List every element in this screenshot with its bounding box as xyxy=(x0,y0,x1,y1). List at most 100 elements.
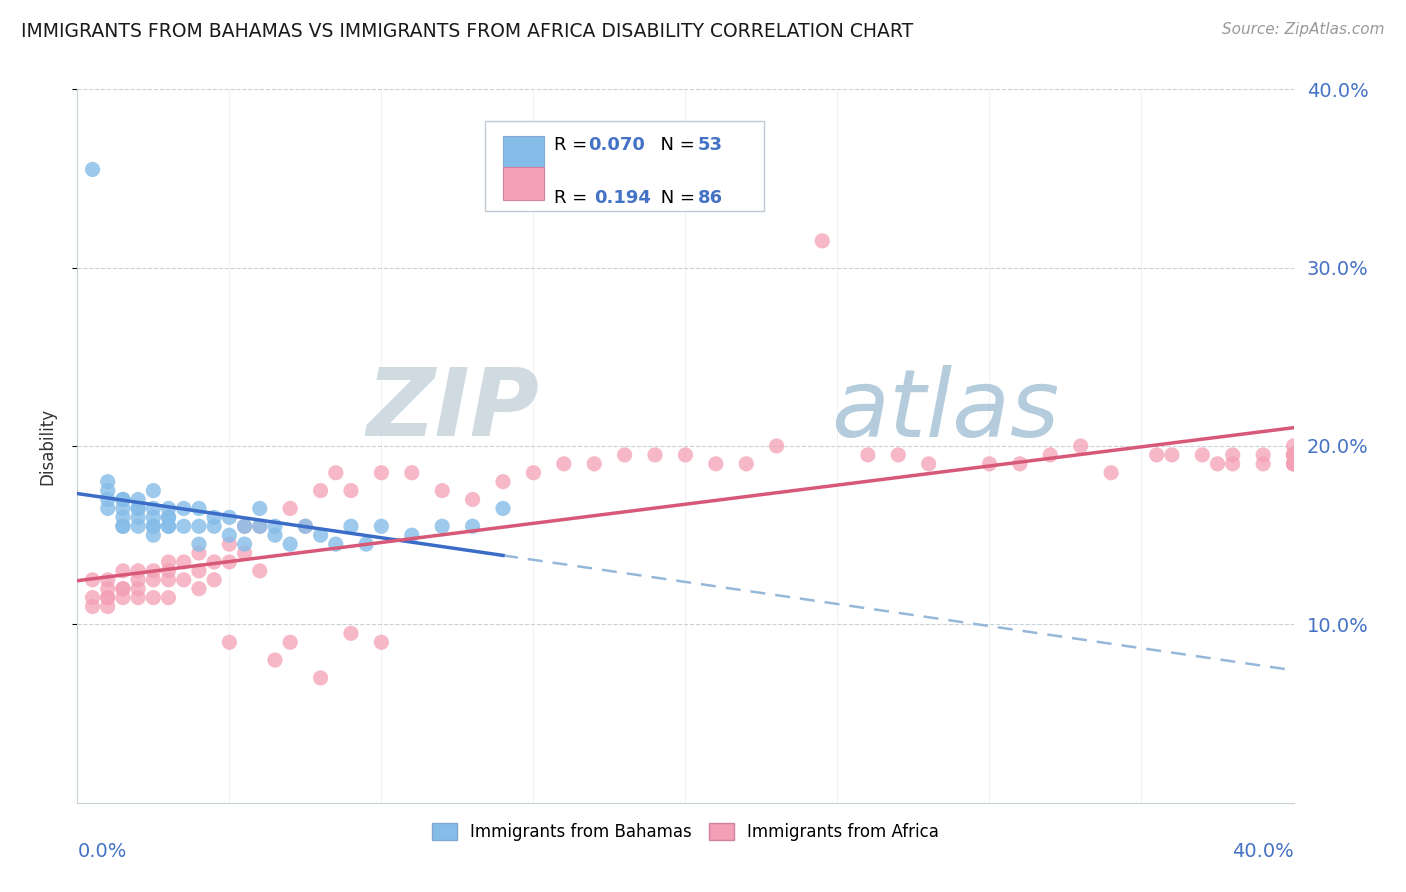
Point xyxy=(1282,439,1305,453)
Point xyxy=(157,555,180,569)
Point xyxy=(1282,457,1305,471)
Point xyxy=(127,510,149,524)
Point xyxy=(1191,448,1213,462)
Point xyxy=(127,582,149,596)
Point xyxy=(430,519,453,533)
Point xyxy=(1251,448,1274,462)
Point xyxy=(127,519,149,533)
Point xyxy=(294,519,316,533)
Point xyxy=(218,510,240,524)
Point xyxy=(735,457,758,471)
Point xyxy=(173,573,195,587)
Point xyxy=(675,448,697,462)
Point xyxy=(202,573,225,587)
Point xyxy=(1222,448,1244,462)
Point xyxy=(157,573,180,587)
Point xyxy=(704,457,727,471)
Point xyxy=(340,483,363,498)
Point xyxy=(1070,439,1092,453)
Point xyxy=(142,510,165,524)
Point xyxy=(111,564,134,578)
Point xyxy=(492,501,515,516)
Point xyxy=(401,466,423,480)
Point xyxy=(142,501,165,516)
Point xyxy=(264,519,287,533)
Point xyxy=(202,555,225,569)
Point xyxy=(233,519,256,533)
Point xyxy=(522,466,544,480)
Point xyxy=(1282,448,1305,462)
Point xyxy=(233,519,256,533)
Point xyxy=(188,564,211,578)
Point xyxy=(142,591,165,605)
Point xyxy=(127,573,149,587)
Text: atlas: atlas xyxy=(831,365,1060,456)
Point xyxy=(173,519,195,533)
Point xyxy=(340,519,363,533)
Point xyxy=(97,591,120,605)
Point xyxy=(127,501,149,516)
Point xyxy=(157,519,180,533)
Text: 86: 86 xyxy=(697,189,723,207)
Point xyxy=(278,635,301,649)
Point xyxy=(173,501,195,516)
Point xyxy=(157,564,180,578)
Point xyxy=(188,546,211,560)
Point xyxy=(82,162,104,177)
Point xyxy=(218,537,240,551)
Point xyxy=(82,599,104,614)
Point xyxy=(111,519,134,533)
Point xyxy=(142,564,165,578)
Point xyxy=(218,635,240,649)
Text: IMMIGRANTS FROM BAHAMAS VS IMMIGRANTS FROM AFRICA DISABILITY CORRELATION CHART: IMMIGRANTS FROM BAHAMAS VS IMMIGRANTS FR… xyxy=(21,22,914,41)
Point xyxy=(461,519,484,533)
Point xyxy=(97,573,120,587)
Point xyxy=(1282,457,1305,471)
Point xyxy=(127,591,149,605)
Text: N =: N = xyxy=(650,136,700,153)
Point xyxy=(97,591,120,605)
Point xyxy=(111,591,134,605)
Point xyxy=(294,519,316,533)
Point xyxy=(142,528,165,542)
Point xyxy=(142,573,165,587)
Point xyxy=(188,537,211,551)
Point xyxy=(553,457,575,471)
Point xyxy=(765,439,787,453)
Point xyxy=(370,635,392,649)
Point xyxy=(188,501,211,516)
Point xyxy=(979,457,1001,471)
Text: 40.0%: 40.0% xyxy=(1232,842,1294,861)
Point xyxy=(127,501,149,516)
Point xyxy=(644,448,666,462)
Point xyxy=(309,671,332,685)
Point xyxy=(97,492,120,507)
Point xyxy=(583,457,606,471)
Point xyxy=(461,492,484,507)
Point xyxy=(188,582,211,596)
Point xyxy=(157,510,180,524)
Point xyxy=(97,599,120,614)
Point xyxy=(856,448,879,462)
Point xyxy=(111,501,134,516)
Point xyxy=(173,555,195,569)
Point xyxy=(1282,448,1305,462)
FancyBboxPatch shape xyxy=(485,121,765,211)
Point xyxy=(1099,466,1122,480)
Text: N =: N = xyxy=(655,189,700,207)
Point xyxy=(354,537,377,551)
Text: 53: 53 xyxy=(697,136,723,153)
Point xyxy=(918,457,941,471)
Point xyxy=(370,466,392,480)
Point xyxy=(325,537,347,551)
Point xyxy=(127,492,149,507)
Point xyxy=(111,519,134,533)
Point xyxy=(1222,457,1244,471)
Point xyxy=(249,519,271,533)
Text: R =: R = xyxy=(554,189,599,207)
Point xyxy=(157,501,180,516)
FancyBboxPatch shape xyxy=(503,167,544,200)
Point xyxy=(111,510,134,524)
Legend: Immigrants from Bahamas, Immigrants from Africa: Immigrants from Bahamas, Immigrants from… xyxy=(425,816,946,848)
Text: 0.0%: 0.0% xyxy=(77,842,127,861)
